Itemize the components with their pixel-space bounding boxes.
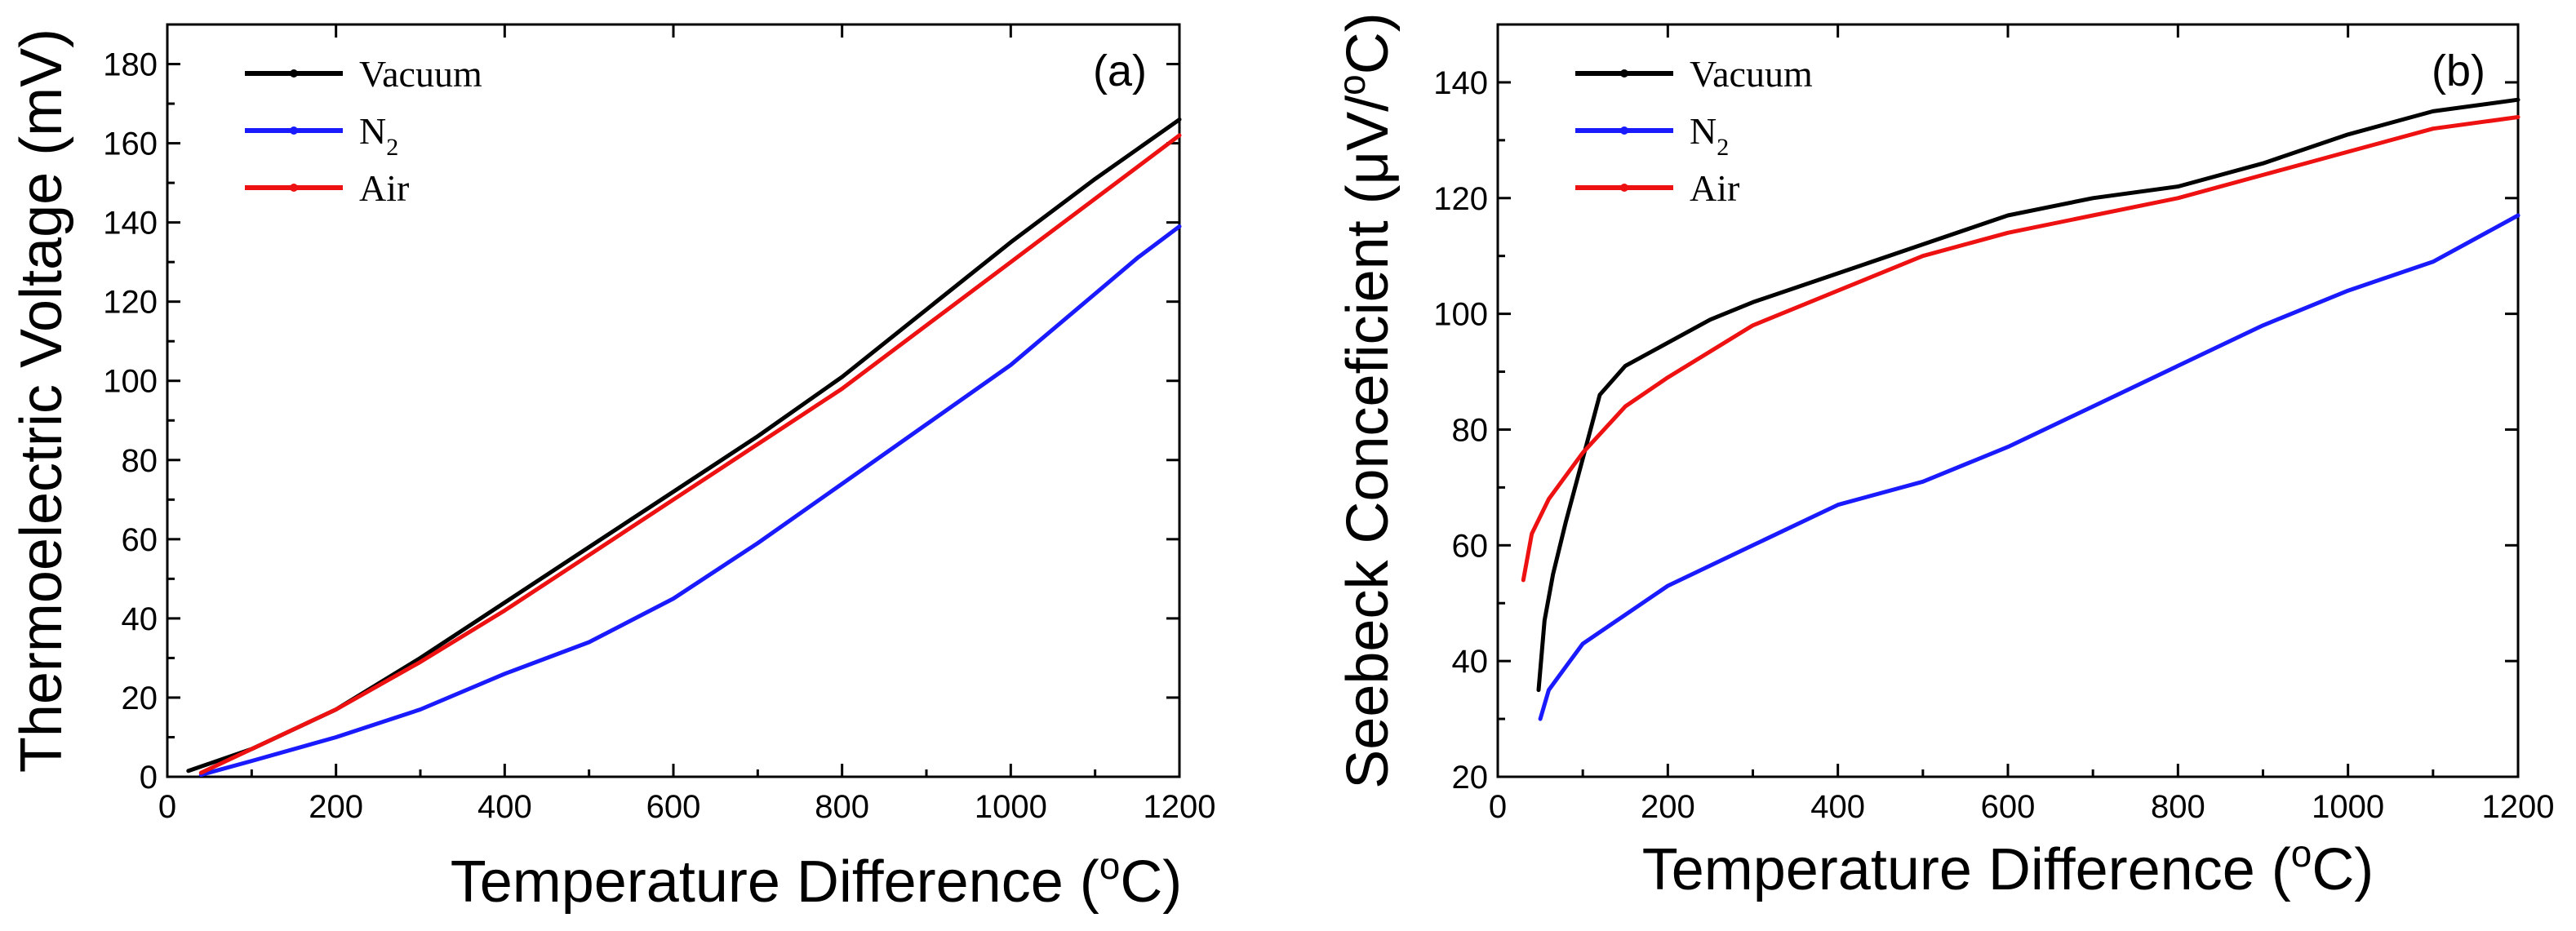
legend-label-vacuum: Vacuum — [1690, 53, 1813, 95]
legend-label-air: Air — [1690, 167, 1739, 209]
y-tick-label: 100 — [1433, 297, 1488, 333]
legend-label-n2: N2 — [359, 110, 398, 161]
y-tick-label: 20 — [1452, 760, 1489, 796]
x-tick-label: 400 — [1810, 789, 1865, 825]
y-tick-label: 60 — [122, 522, 158, 558]
x-tick-label: 0 — [158, 789, 176, 825]
x-tick-label: 800 — [2151, 789, 2205, 825]
x-tick-label: 200 — [309, 789, 363, 825]
panel-label: (a) — [1093, 47, 1147, 95]
x-tick-label: 600 — [646, 789, 701, 825]
x-axis-title: Temperature Difference (oC) — [451, 845, 1183, 915]
series-line-air — [198, 133, 1182, 775]
series-line-n2 — [198, 224, 1182, 778]
plot-frame — [1496, 23, 2520, 778]
legend-label-n2: N2 — [1690, 110, 1729, 161]
x-tick-label: 1000 — [2312, 789, 2384, 825]
legend-label-air: Air — [359, 167, 409, 209]
y-tick-label: 80 — [1452, 412, 1489, 448]
chart-panel-b: 0 200 400 600 800 1000 1200 20 40 60 80 100 120 140 Va… — [1330, 12, 2554, 902]
y-axis-title: Seebeck Conceficient (μV/oC) — [1330, 12, 1401, 788]
x-tick-label: 1000 — [975, 789, 1047, 825]
y-axis-title: Thermoelectric Voltage (mV) — [9, 29, 74, 773]
legend-marker-n2 — [1620, 126, 1628, 135]
plot-frame — [166, 23, 1181, 778]
series-line-n2 — [1538, 213, 2520, 721]
y-tick-label: 40 — [122, 601, 158, 637]
legend-marker-vacuum — [1620, 69, 1628, 78]
legend-label-vacuum: Vacuum — [359, 53, 482, 95]
x-tick-label: 200 — [1641, 789, 1695, 825]
y-tick-label: 60 — [1452, 528, 1489, 564]
y-tick-label: 120 — [1433, 181, 1488, 217]
y-tick-label: 180 — [103, 47, 158, 83]
chart-panel-a: 0 200 400 600 800 1000 1200 0 20 40 60 80 100 120 140 1… — [9, 23, 1216, 915]
y-tick-label: 80 — [122, 443, 158, 479]
y-tick-label: 40 — [1452, 644, 1489, 680]
x-tick-label: 600 — [1981, 789, 2036, 825]
series-line-air — [1521, 115, 2520, 583]
series-line-vacuum — [186, 117, 1182, 774]
y-tick-label: 140 — [103, 206, 158, 242]
x-axis-title: Temperature Difference (oC) — [1642, 832, 2374, 902]
legend-marker-air — [290, 184, 298, 192]
x-tick-label: 1200 — [2482, 789, 2555, 825]
legend-marker-air — [1620, 184, 1628, 192]
legend-marker-n2 — [290, 126, 298, 135]
y-tick-label: 140 — [1433, 65, 1488, 101]
series-line-vacuum — [1536, 97, 2520, 693]
y-tick-label: 120 — [103, 285, 158, 321]
y-tick-label: 100 — [103, 364, 158, 400]
legend-marker-vacuum — [290, 69, 298, 78]
x-tick-label: 800 — [815, 789, 869, 825]
x-tick-label: 0 — [1489, 789, 1507, 825]
y-tick-label: 160 — [103, 126, 158, 162]
x-tick-label: 400 — [477, 789, 532, 825]
panel-label: (b) — [2432, 47, 2485, 95]
x-tick-label: 1200 — [1144, 789, 1216, 825]
y-tick-label: 20 — [122, 681, 158, 716]
y-tick-label: 0 — [140, 760, 158, 796]
